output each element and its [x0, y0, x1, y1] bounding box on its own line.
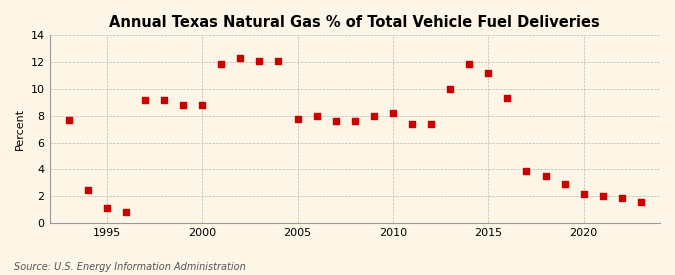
Point — [178, 103, 188, 107]
Point — [387, 111, 398, 115]
Point — [216, 61, 227, 66]
Title: Annual Texas Natural Gas % of Total Vehicle Fuel Deliveries: Annual Texas Natural Gas % of Total Vehi… — [109, 15, 600, 30]
Point — [292, 116, 303, 121]
Point — [82, 187, 93, 192]
Point — [597, 194, 608, 199]
Text: Source: U.S. Energy Information Administration: Source: U.S. Energy Information Administ… — [14, 262, 245, 272]
Point — [330, 119, 341, 123]
Point — [254, 59, 265, 63]
Point — [540, 174, 551, 178]
Point — [235, 56, 246, 60]
Point — [159, 98, 169, 102]
Point — [426, 122, 437, 126]
Point — [483, 71, 493, 75]
Point — [464, 61, 475, 66]
Point — [616, 196, 627, 200]
Point — [502, 96, 513, 101]
Point — [559, 182, 570, 186]
Point — [578, 191, 589, 196]
Point — [120, 210, 131, 214]
Point — [196, 103, 207, 107]
Point — [445, 87, 456, 91]
Point — [521, 169, 532, 173]
Point — [101, 206, 112, 211]
Point — [406, 122, 417, 126]
Point — [63, 118, 74, 122]
Point — [311, 114, 322, 118]
Point — [636, 199, 647, 204]
Point — [350, 119, 360, 123]
Point — [369, 114, 379, 118]
Point — [140, 98, 151, 102]
Y-axis label: Percent: Percent — [15, 108, 25, 150]
Point — [273, 59, 284, 63]
